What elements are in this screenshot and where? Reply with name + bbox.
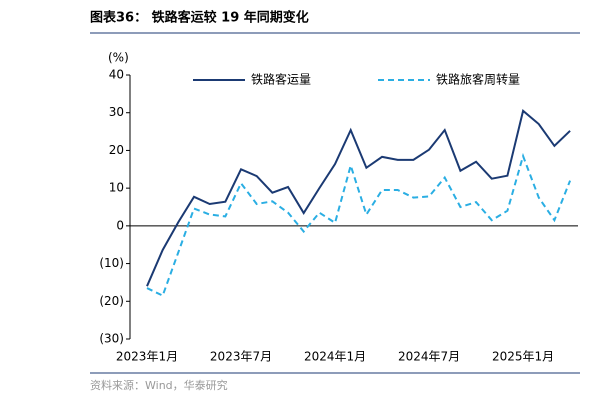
legend-label: 铁路客运量: [251, 72, 311, 87]
y-tick-label: (30): [99, 332, 124, 346]
x-tick-label: 2024年1月: [304, 350, 366, 364]
y-tick-label: 30: [109, 105, 124, 119]
y-tick-label: (10): [99, 256, 124, 270]
y-tick-label: 0: [116, 218, 124, 232]
x-tick-label: 2023年1月: [116, 350, 178, 364]
series-line: [146, 109, 571, 287]
chart-title: 图表36： 铁路客运较 19 年同期变化: [90, 10, 309, 26]
x-tick-label: 2023年7月: [210, 350, 272, 364]
series-line: [146, 152, 572, 298]
y-tick-label: 20: [109, 143, 124, 157]
y-tick-label: 40: [109, 68, 124, 82]
legend-label: 铁路旅客周转量: [436, 72, 520, 87]
y-tick-label: 10: [109, 181, 124, 195]
source-note: 资料来源：Wind，华泰研究: [90, 378, 228, 392]
y-axis-label: (%): [108, 51, 129, 65]
x-tick-label: 2025年1月: [492, 350, 554, 364]
x-tick-label: 2024年7月: [398, 350, 460, 364]
y-tick-label: (20): [99, 294, 124, 308]
